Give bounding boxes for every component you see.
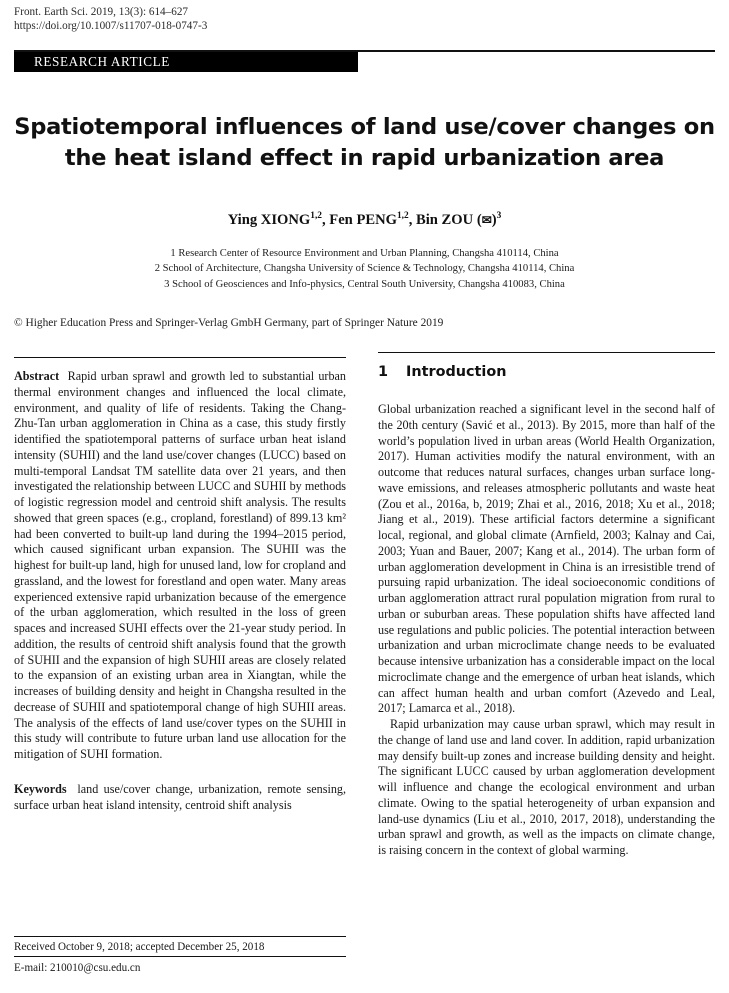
affiliation-list: 1 Research Center of Resource Environmen… — [14, 246, 715, 292]
author-fen-peng: Fen PENG1,2 — [329, 211, 409, 228]
affiliation-3: 3 School of Geosciences and Info-physics… — [164, 278, 565, 290]
abstract-paragraph: Abstract Rapid urban sprawl and growth le… — [14, 369, 346, 763]
affiliation-1: 1 Research Center of Resource Environmen… — [170, 248, 559, 259]
copyright-line: © Higher Education Press and Springer-Ve… — [14, 317, 444, 329]
envelope-icon: ✉ — [481, 213, 492, 227]
page-title: Spatiotemporal influences of land use/co… — [14, 114, 715, 171]
section-heading-introduction: 1 Introduction — [378, 364, 715, 380]
keywords-block: Keywords land use/cover change, urbanizat… — [14, 782, 346, 814]
right-column-rule — [378, 352, 715, 353]
journal-citation: Front. Earth Sci. 2019, 13(3): 614–627 — [14, 6, 189, 18]
keywords-paragraph: Keywords land use/cover change, urbanizat… — [14, 782, 346, 814]
banner-top-rule — [14, 50, 715, 52]
author-ying-xiong: Ying XIONG1,2 — [227, 211, 322, 228]
journal-header: Front. Earth Sci. 2019, 13(3): 614–627 h… — [14, 6, 207, 33]
banner-label: RESEARCH ARTICLE — [34, 54, 170, 69]
intro-paragraph-1: Global urbanization reached a significan… — [378, 402, 715, 716]
received-accepted-dates: Received October 9, 2018; accepted Decem… — [14, 941, 265, 953]
intro-paragraph-2: Rapid urbanization may cause urban spraw… — [378, 717, 715, 857]
abstract-text: Rapid urban sprawl and growth led to sub… — [14, 369, 346, 761]
banner-black-bar — [14, 51, 358, 73]
keywords-label: Keywords — [14, 781, 67, 796]
abstract-label: Abstract — [14, 369, 60, 383]
journal-doi: https://doi.org/10.1007/s11707-018-0747-… — [14, 19, 208, 32]
corresponding-email[interactable]: E-mail: 210010@csu.edu.cn — [14, 962, 141, 974]
footnote-block: Received October 9, 2018; accepted Decem… — [14, 936, 346, 974]
left-column: Abstract Rapid urban sprawl and growth le… — [14, 357, 346, 813]
left-column-rule — [14, 357, 346, 358]
right-column: 1 Introduction Global urbanization reach… — [378, 352, 715, 859]
footnote-top-rule — [14, 936, 346, 937]
author-list: Ying XIONG1,2, Fen PENG1,2, Bin ZOU (✉)3 — [14, 211, 715, 229]
section-title: Introduction — [406, 364, 507, 380]
section-number: 1 — [378, 364, 389, 380]
footnote-mid-rule — [14, 956, 346, 957]
research-article-banner: RESEARCH ARTICLE — [14, 50, 715, 73]
affiliation-2: 2 School of Architecture, Changsha Unive… — [154, 263, 575, 275]
author-bin-zou: Bin ZOU (✉)3 — [416, 211, 502, 228]
author-separator-2: , — [408, 212, 416, 228]
keywords-text: land use/cover change, urbanization, rem… — [14, 781, 346, 812]
author-separator-1: , — [321, 212, 330, 228]
